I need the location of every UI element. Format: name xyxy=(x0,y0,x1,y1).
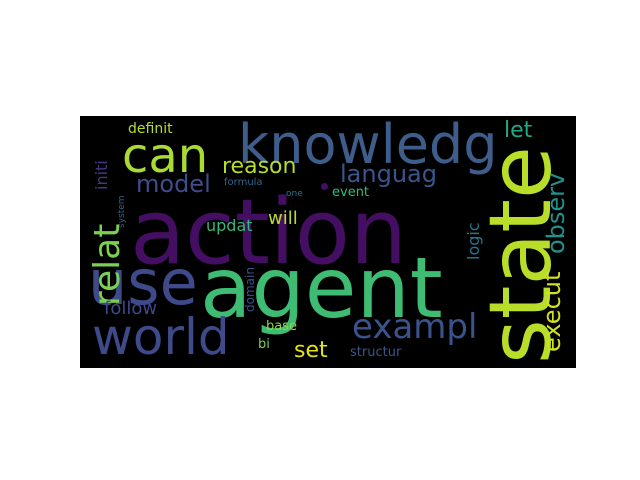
word-cloud: action agent state use knowledg world ca… xyxy=(80,116,576,368)
word-follow: follow xyxy=(104,298,158,319)
word-definit: definit xyxy=(128,121,173,137)
word-action: action xyxy=(130,180,408,285)
word-use: use xyxy=(88,246,198,319)
word-updat: updat xyxy=(206,216,253,235)
word-base: base xyxy=(266,319,297,334)
word-domain: domain xyxy=(243,267,257,312)
word-exampl: exampl xyxy=(352,307,478,347)
word-set: set xyxy=(294,338,328,363)
word-system: system xyxy=(117,195,127,228)
word-agent: agent xyxy=(200,239,443,337)
word-can: can xyxy=(122,128,209,184)
word-languag: languag xyxy=(340,160,437,188)
word-event: event xyxy=(332,185,370,200)
speck-mark xyxy=(321,183,328,190)
word-relat: relat xyxy=(87,223,128,306)
word-knowledg: knowledg xyxy=(238,116,498,176)
word-bi: bi xyxy=(258,337,270,352)
word-structur: structur xyxy=(350,345,402,360)
word-one: one xyxy=(286,189,303,199)
word-will: will xyxy=(268,208,298,229)
word-model: model xyxy=(136,170,211,198)
word-observ: observ xyxy=(542,172,570,254)
word-world: world xyxy=(92,308,230,366)
word-reason: reason xyxy=(222,154,297,179)
word-execut: execut xyxy=(538,271,566,352)
word-initi: initi xyxy=(92,160,111,190)
word-logic: logic xyxy=(464,222,483,260)
word-formula: formula xyxy=(224,177,263,188)
word-let: let xyxy=(504,118,533,143)
